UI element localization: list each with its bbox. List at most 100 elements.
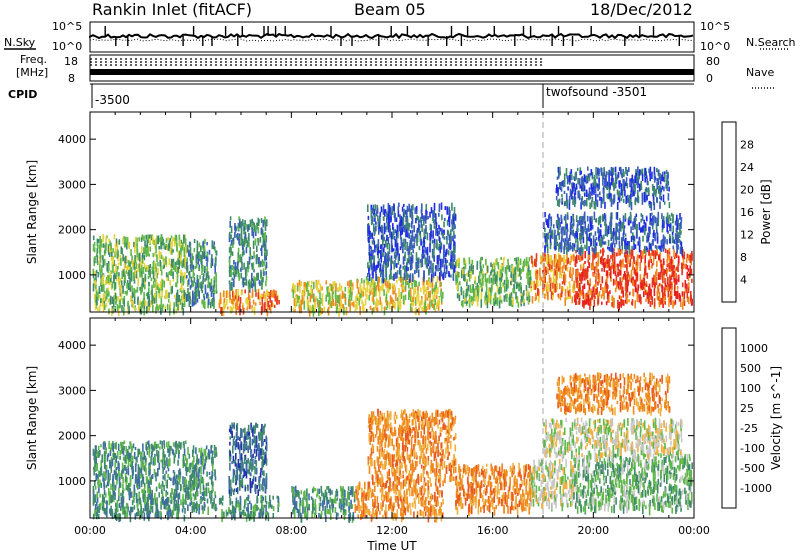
echo-mark: [200, 245, 202, 252]
echo-mark: [127, 468, 130, 476]
echo-mark: [165, 480, 168, 487]
echo-mark: [262, 293, 264, 299]
echo-mark: [94, 302, 97, 311]
power-data: [92, 166, 693, 317]
echo-mark: [412, 204, 414, 211]
echo-mark: [376, 251, 379, 256]
echo-mark: [387, 237, 390, 245]
echo-mark: [658, 254, 660, 260]
echo-mark: [664, 282, 667, 287]
echo-mark: [577, 280, 579, 290]
echo-mark: [377, 218, 380, 227]
echo-mark: [219, 292, 222, 300]
echo-mark: [673, 274, 676, 283]
echo-mark: [563, 178, 566, 187]
echo-mark: [561, 181, 564, 187]
echo-mark: [155, 283, 157, 292]
echo-mark: [118, 284, 121, 288]
echo-mark: [673, 301, 675, 306]
echo-mark: [170, 286, 172, 295]
echo-mark: [376, 307, 379, 312]
echo-mark: [399, 264, 402, 269]
echo-mark: [584, 293, 587, 300]
echo-mark: [196, 240, 199, 250]
echo-mark: [104, 298, 107, 302]
echo-mark: [557, 293, 560, 297]
echo-mark: [177, 250, 180, 258]
echo-mark: [141, 234, 144, 240]
echo-mark: [493, 263, 496, 270]
echo-mark: [238, 239, 240, 245]
echo-mark: [391, 275, 394, 280]
echo-mark: [413, 236, 416, 243]
echo-mark: [661, 244, 663, 249]
echo-mark: [556, 213, 559, 218]
echo-mark: [137, 277, 139, 286]
echo-mark: [608, 266, 611, 271]
echo-mark: [635, 213, 638, 218]
echo-mark: [619, 269, 622, 276]
echo-mark: [656, 236, 659, 244]
echo-mark: [127, 260, 130, 267]
echo-mark: [349, 287, 352, 295]
echo-mark: [417, 216, 419, 221]
echo-mark: [94, 299, 97, 306]
echo-mark: [578, 255, 580, 260]
echo-mark: [622, 215, 625, 224]
echo-mark: [603, 168, 605, 176]
echo-mark: [263, 271, 265, 276]
echo-mark: [426, 303, 429, 310]
echo-mark: [229, 252, 232, 258]
echo-mark: [440, 289, 442, 297]
echo-mark: [552, 224, 555, 229]
echo-mark: [510, 292, 513, 298]
echo-mark: [553, 237, 556, 244]
echo-mark: [567, 294, 570, 299]
echo-mark: [613, 252, 616, 261]
echo-mark: [389, 232, 391, 238]
echo-mark: [602, 198, 604, 205]
echo-mark: [621, 190, 624, 198]
echo-mark: [618, 287, 620, 291]
echo-mark: [621, 237, 623, 246]
echo-mark: [666, 179, 668, 188]
echo-mark: [179, 254, 182, 260]
echo-mark: [129, 277, 131, 283]
echo-mark: [596, 183, 599, 187]
echo-mark: [630, 226, 632, 234]
echo-mark: [634, 244, 637, 249]
echo-mark: [669, 294, 671, 300]
echo-mark: [653, 298, 656, 307]
echo-mark: [202, 300, 205, 308]
echo-mark: [143, 291, 145, 301]
echo-mark: [670, 296, 672, 305]
echo-mark: [603, 290, 605, 300]
echo-mark: [654, 173, 656, 183]
echo-mark: [517, 273, 519, 278]
echo-mark: [544, 212, 546, 218]
echo-mark: [507, 279, 509, 289]
echo-mark: [490, 290, 492, 297]
echo-mark: [558, 198, 560, 207]
noise-panel: N.Sky N.Search 10^5 10^0 10^5 10^0: [4, 20, 796, 53]
echo-mark: [541, 276, 543, 282]
echo-mark: [592, 250, 594, 257]
echo-mark: [108, 246, 111, 253]
echo-mark: [558, 261, 560, 268]
echo-mark: [546, 235, 548, 239]
echo-mark: [465, 289, 468, 298]
echo-mark: [575, 273, 577, 281]
echo-mark: [417, 291, 419, 297]
echo-mark: [147, 440, 150, 448]
echo-mark: [470, 296, 473, 303]
echo-mark: [131, 285, 133, 292]
echo-mark: [591, 262, 593, 271]
echo-mark: [259, 301, 261, 306]
echo-mark: [119, 305, 121, 309]
echo-mark: [136, 483, 139, 490]
echo-mark: [470, 263, 473, 272]
echo-mark: [433, 303, 435, 310]
echo-mark: [309, 293, 312, 300]
y-tick-label: 4000: [58, 133, 86, 146]
echo-mark: [156, 449, 158, 457]
